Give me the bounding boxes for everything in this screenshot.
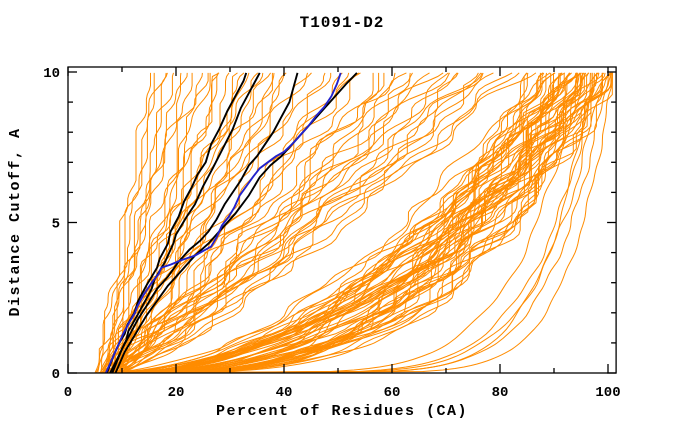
chart-title: T1091-D2 bbox=[300, 14, 385, 32]
orange-model-curve bbox=[108, 72, 609, 373]
orange-model-curve bbox=[101, 72, 385, 373]
orange-model-curve bbox=[100, 72, 591, 373]
orange-model-curve bbox=[112, 72, 585, 373]
orange-model-curve bbox=[111, 72, 613, 373]
orange-model-curve bbox=[126, 72, 612, 373]
orange-model-curve bbox=[114, 72, 570, 373]
black-model-curve bbox=[114, 72, 358, 373]
orange-model-curve bbox=[118, 72, 250, 373]
orange-model-curve bbox=[98, 72, 583, 373]
orange-model-curve bbox=[97, 72, 167, 373]
x-tick-label: 40 bbox=[276, 385, 293, 401]
orange-model-curve bbox=[107, 72, 582, 373]
x-tick-label: 20 bbox=[168, 385, 185, 401]
plot-border bbox=[67, 66, 617, 374]
orange-model-curve bbox=[113, 72, 360, 373]
orange-model-curve bbox=[124, 72, 571, 373]
x-tick-label: 0 bbox=[64, 385, 72, 401]
orange-model-curve bbox=[103, 72, 580, 373]
black-model-curve bbox=[111, 72, 299, 373]
orange-model-curve bbox=[99, 72, 556, 373]
orange-model-curve bbox=[106, 72, 219, 373]
orange-model-curves bbox=[94, 72, 613, 373]
orange-model-curve bbox=[104, 72, 450, 373]
orange-model-curve bbox=[116, 72, 600, 373]
orange-model-curve bbox=[119, 72, 520, 373]
orange-model-curve bbox=[96, 72, 606, 373]
orange-model-curve bbox=[123, 72, 595, 373]
orange-model-curve bbox=[100, 72, 193, 373]
x-axis-label: Percent of Residues (CA) bbox=[216, 403, 468, 420]
black-model-curve bbox=[109, 72, 261, 373]
blue-reference-model-curve bbox=[104, 72, 342, 373]
orange-model-curve bbox=[110, 72, 603, 373]
y-tick-label: 0 bbox=[52, 367, 60, 383]
orange-model-curve bbox=[102, 72, 611, 373]
orange-model-curve bbox=[105, 72, 482, 373]
orange-model-curve bbox=[115, 72, 479, 373]
blue-model-curve bbox=[104, 72, 342, 373]
orange-model-curve bbox=[119, 72, 396, 373]
x-tick-label: 60 bbox=[384, 385, 401, 401]
x-tick-label: 100 bbox=[595, 385, 620, 401]
axes-and-ticks bbox=[67, 66, 617, 374]
orange-model-curve bbox=[120, 72, 565, 373]
x-tick-label: 80 bbox=[492, 385, 509, 401]
orange-model-curve bbox=[106, 72, 449, 373]
orange-model-curve bbox=[110, 72, 578, 373]
y-tick-label: 10 bbox=[43, 66, 60, 82]
orange-model-curve bbox=[108, 72, 444, 373]
orange-model-curve bbox=[105, 72, 182, 373]
orange-model-curve bbox=[105, 72, 604, 373]
y-axis-label: Distance Cutoff, A bbox=[7, 127, 24, 316]
orange-model-curve bbox=[113, 72, 562, 373]
orange-model-curve bbox=[107, 72, 220, 373]
tick-labels: 0 20 40 60 80 100 0 5 10 bbox=[43, 66, 620, 401]
orange-model-curve bbox=[116, 72, 484, 373]
orange-model-curve bbox=[94, 72, 151, 373]
orange-model-curve bbox=[99, 72, 155, 373]
orange-model-curve bbox=[118, 72, 411, 373]
y-tick-label: 5 bbox=[52, 217, 60, 233]
orange-model-curve bbox=[101, 72, 556, 373]
